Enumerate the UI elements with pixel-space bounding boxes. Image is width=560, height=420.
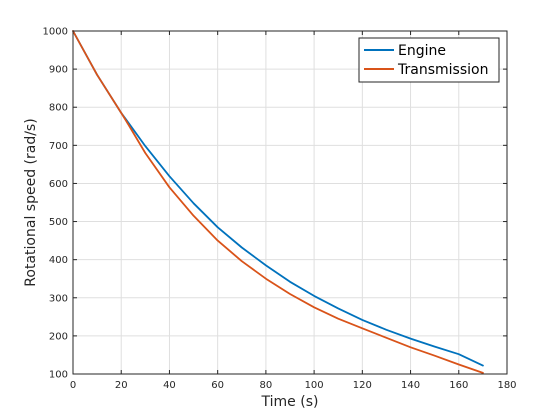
y-axis-label: Rotational speed (rad/s) [23, 118, 39, 286]
series-line-transmission [72, 30, 484, 374]
x-tick-label: 140 [401, 380, 420, 391]
y-tick-label: 300 [49, 293, 68, 304]
ticks: 0 20 40 60 80 100 120 140 160 180 100 200 300 400 500 6… [43, 27, 517, 392]
y-tick-label: 500 [49, 217, 68, 228]
x-tick-label: 80 [260, 380, 273, 391]
y-tick-label: 400 [49, 255, 68, 266]
y-tick-label: 100 [49, 370, 68, 381]
x-axis-label: Time (s) [261, 394, 319, 410]
plot-area [73, 31, 507, 374]
x-tick-label: 0 [70, 380, 76, 391]
x-tick-label: 20 [115, 380, 128, 391]
series-layer [72, 30, 484, 374]
y-tick-label: 900 [49, 65, 68, 76]
x-tick-label: 40 [163, 380, 176, 391]
y-tick-label: 600 [49, 179, 68, 190]
legend: Engine Transmission [358, 37, 500, 83]
x-tick-label: 100 [305, 380, 324, 391]
y-tick-label: 700 [49, 141, 68, 152]
x-tick-label: 180 [497, 380, 516, 391]
legend-label-engine: Engine [398, 43, 446, 59]
legend-label-transmission: Transmission [397, 62, 488, 78]
x-tick-label: 120 [353, 380, 372, 391]
y-tick-label: 200 [49, 331, 68, 342]
legend-box [358, 37, 500, 83]
y-tick-label: 800 [49, 103, 68, 114]
y-tick-label: 1000 [43, 27, 68, 38]
plot-frame [72, 30, 508, 375]
x-tick-label: 60 [211, 380, 224, 391]
x-tick-label: 160 [449, 380, 468, 391]
